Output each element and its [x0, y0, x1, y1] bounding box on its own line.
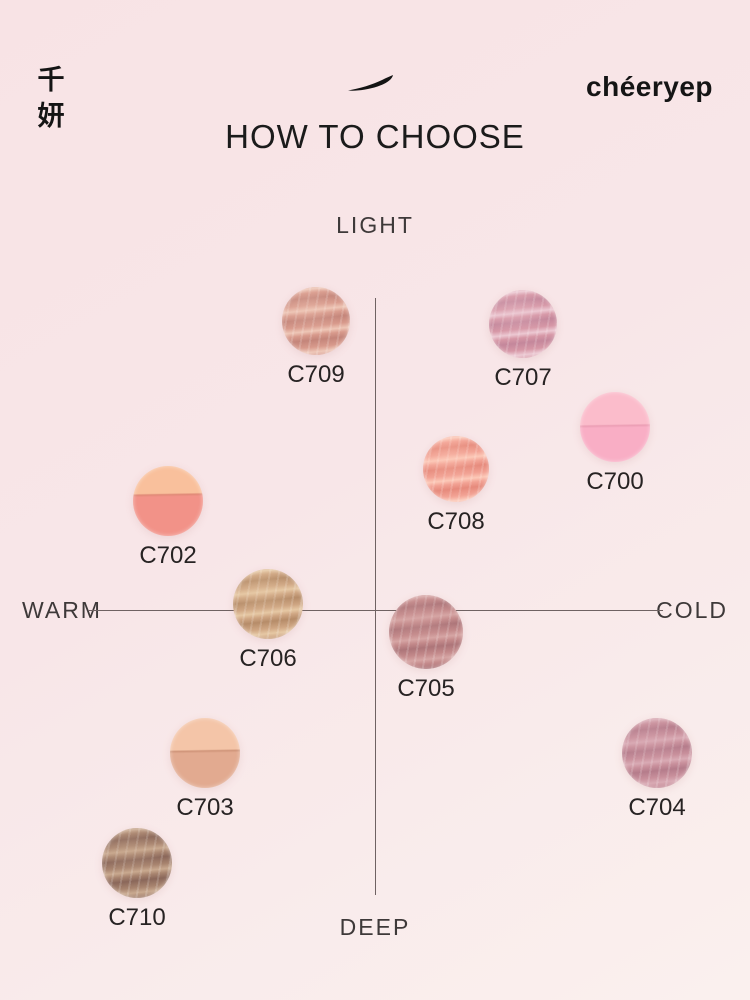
swatch-c703	[170, 718, 240, 788]
swatch-label-c709: C709	[287, 361, 345, 388]
swatch-label-c710: C710	[108, 904, 166, 931]
swatch-c704	[622, 718, 692, 788]
brush-stroke-icon	[348, 75, 393, 91]
swatch-label-c706: C706	[239, 645, 297, 672]
axis-label-cold: COLD	[656, 597, 728, 623]
brand-logo-en: chéeryep	[586, 71, 713, 102]
swatch-c706	[233, 569, 303, 639]
swatch-c700	[580, 392, 650, 462]
swatch-label-c705: C705	[397, 675, 455, 702]
swatch-c702	[133, 466, 203, 536]
swatch-label-c700: C700	[586, 468, 644, 495]
swatch-label-c708: C708	[427, 508, 485, 535]
swatch-c705	[389, 595, 463, 669]
axis-label-light: LIGHT	[336, 212, 414, 238]
swatch-c710	[102, 828, 172, 898]
axis-label-warm: WARM	[22, 597, 102, 623]
vertical-axis-line	[375, 298, 376, 895]
horizontal-axis-line	[88, 610, 663, 611]
axis-label-deep: DEEP	[339, 914, 411, 940]
swatch-label-c707: C707	[494, 364, 552, 391]
page-title: HOW TO CHOOSE	[225, 118, 525, 155]
swatch-label-c703: C703	[176, 794, 234, 821]
swatch-c707	[489, 290, 557, 358]
brand-logo-cn: 千妍	[37, 65, 65, 132]
swatch-c708	[423, 436, 489, 502]
swatch-c709	[282, 287, 350, 355]
swatch-label-c704: C704	[628, 794, 686, 821]
swatch-label-c702: C702	[139, 542, 197, 569]
